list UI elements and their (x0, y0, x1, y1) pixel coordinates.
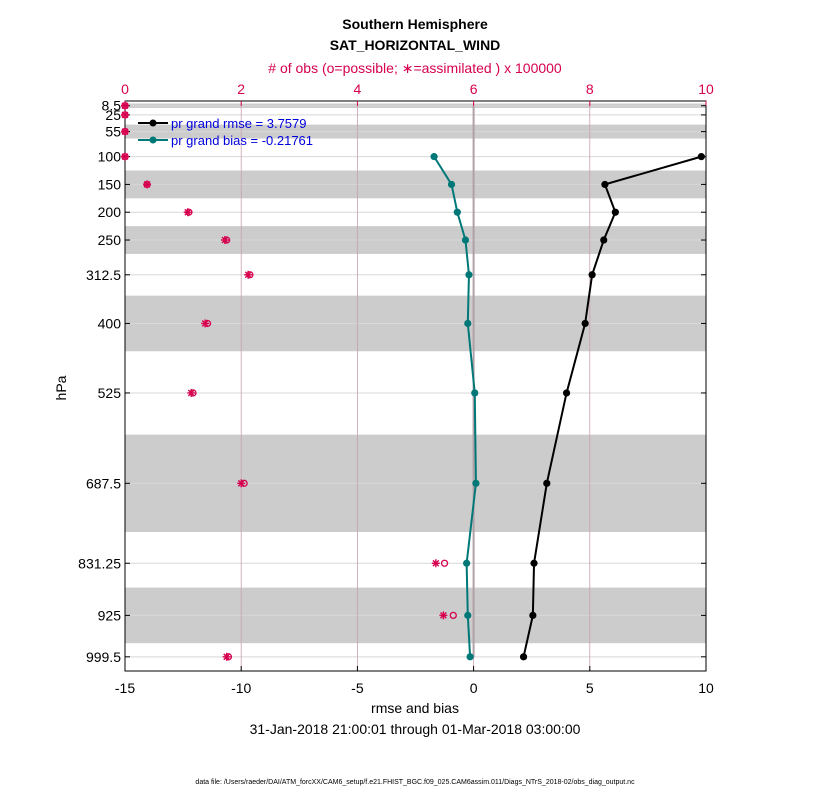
asterisk-stroke (221, 236, 229, 244)
obs-assimilated-marker (121, 127, 129, 136)
bias-point (466, 653, 474, 661)
legend-rmse-label: pr grand rmse = 3.7579 (171, 116, 307, 131)
top-tick-label: 0 (121, 81, 129, 97)
bias-point (463, 559, 471, 567)
rmse-point (601, 180, 609, 189)
plot-frame (124, 100, 707, 672)
y-axis-label: hPa (53, 375, 69, 400)
x-tick-label: 5 (586, 680, 594, 696)
bias-point (464, 319, 472, 328)
x-tick-label: -10 (231, 680, 251, 696)
rmse-point (530, 559, 538, 567)
obs-assimilated-marker (121, 152, 129, 161)
obs-assimilated-marker (187, 388, 196, 397)
bias-point (430, 153, 438, 161)
asterisk-stroke (439, 611, 447, 619)
obs-assimilated-marker (439, 611, 448, 620)
top-axis-label: # of obs (o=possible; ∗=assimilated ) x … (268, 60, 562, 76)
horizontal-grid (125, 105, 706, 658)
y-tick-label: 55 (105, 124, 121, 140)
asterisk-stroke (121, 128, 129, 135)
x-tick-label: -15 (115, 680, 135, 696)
asterisk-stroke (121, 102, 129, 110)
asterisk-stroke (143, 181, 151, 188)
obs-assimilated-marker (143, 180, 152, 189)
rmse-point (529, 611, 537, 619)
obs-assimilated-marker (237, 479, 246, 488)
rmse-point (600, 236, 608, 244)
x-tick-label: 10 (698, 680, 714, 696)
bias-point (447, 180, 456, 189)
top-tick-label: 2 (237, 81, 245, 97)
rmse-point (519, 653, 528, 661)
asterisk-stroke (244, 271, 252, 279)
data-file-footnote: data file: /Users/raeder/DAI/ATM_forcXX/… (195, 779, 635, 786)
top-tick-label: 10 (698, 81, 714, 97)
bias-point (464, 611, 472, 619)
obs-assimilated-marker (121, 110, 129, 119)
obs-assimilated-marker (121, 101, 129, 110)
asterisk-stroke (237, 479, 245, 487)
y-tick-label: 150 (98, 176, 122, 192)
y-tick-label: 999.5 (86, 649, 121, 665)
chart-subtitle: SAT_HORIZONTAL_WIND (330, 37, 501, 53)
y-tick-label: 25 (105, 107, 121, 123)
legend-bias-marker (149, 136, 157, 144)
chart-title: Southern Hemisphere (342, 16, 488, 32)
y-tick-label: 925 (98, 607, 122, 623)
rmse-point (588, 271, 596, 279)
rmse-point (543, 479, 551, 487)
asterisk-stroke (432, 559, 440, 567)
obs-assimilated-marker (183, 208, 192, 217)
obs-assimilated-marker (244, 270, 253, 279)
top-tick-label: 6 (470, 81, 478, 97)
y-tick-label: 400 (98, 315, 122, 331)
y-tick-label: 8.5 (102, 98, 122, 114)
obs-assimilated-marker (431, 559, 440, 568)
y-tick-label: 200 (98, 204, 122, 220)
rmse-point (562, 389, 571, 397)
x-tick-label: 0 (470, 680, 478, 696)
y-tick-label: 525 (98, 385, 122, 401)
obs-possible-marker (440, 559, 449, 567)
y-tick-label: 250 (98, 232, 122, 248)
bias-point (465, 271, 473, 279)
asterisk-stroke (121, 111, 129, 119)
legend-bias-label: pr grand bias = -0.21761 (171, 133, 313, 148)
asterisk-stroke (121, 153, 129, 161)
top-tick-label: 4 (354, 81, 362, 97)
series-layer (430, 153, 705, 661)
y-tick-label: 831.25 (78, 555, 121, 571)
legend-rmse-marker (149, 119, 157, 127)
obs-assimilated-marker (222, 652, 231, 661)
y-tick-label: 312.5 (86, 267, 121, 283)
bias-point (453, 208, 461, 216)
rmse-point (697, 153, 705, 161)
y-tick-label: 100 (98, 149, 122, 165)
x-axis-label: rmse and bias (371, 700, 459, 716)
y-tick-label: 687.5 (86, 475, 121, 491)
obs-layer (121, 101, 457, 661)
bias-point (461, 236, 470, 244)
date-range: 31-Jan-2018 21:00:01 through 01-Mar-2018… (250, 721, 581, 737)
rmse-point (581, 319, 589, 328)
bottom-tick-labels: -15 -10 -5 0 5 10 (115, 680, 714, 696)
top-tick-labels: 0 2 4 6 8 10 (121, 81, 714, 97)
x-tick-label: -5 (351, 680, 364, 696)
asterisk-stroke (184, 208, 192, 216)
asterisk-stroke (187, 389, 195, 397)
asterisk-stroke (201, 320, 209, 327)
asterisk-stroke (223, 653, 231, 661)
obs-possible-marker (449, 611, 457, 620)
obs-assimilated-marker (220, 236, 229, 245)
bias-point (471, 389, 479, 397)
obs-assimilated-marker (201, 319, 210, 328)
top-tick-label: 8 (586, 81, 594, 97)
bias-point (472, 479, 480, 487)
rmse-point (611, 208, 619, 216)
legend: pr grand rmse = 3.7579 pr grand bias = -… (138, 116, 313, 148)
